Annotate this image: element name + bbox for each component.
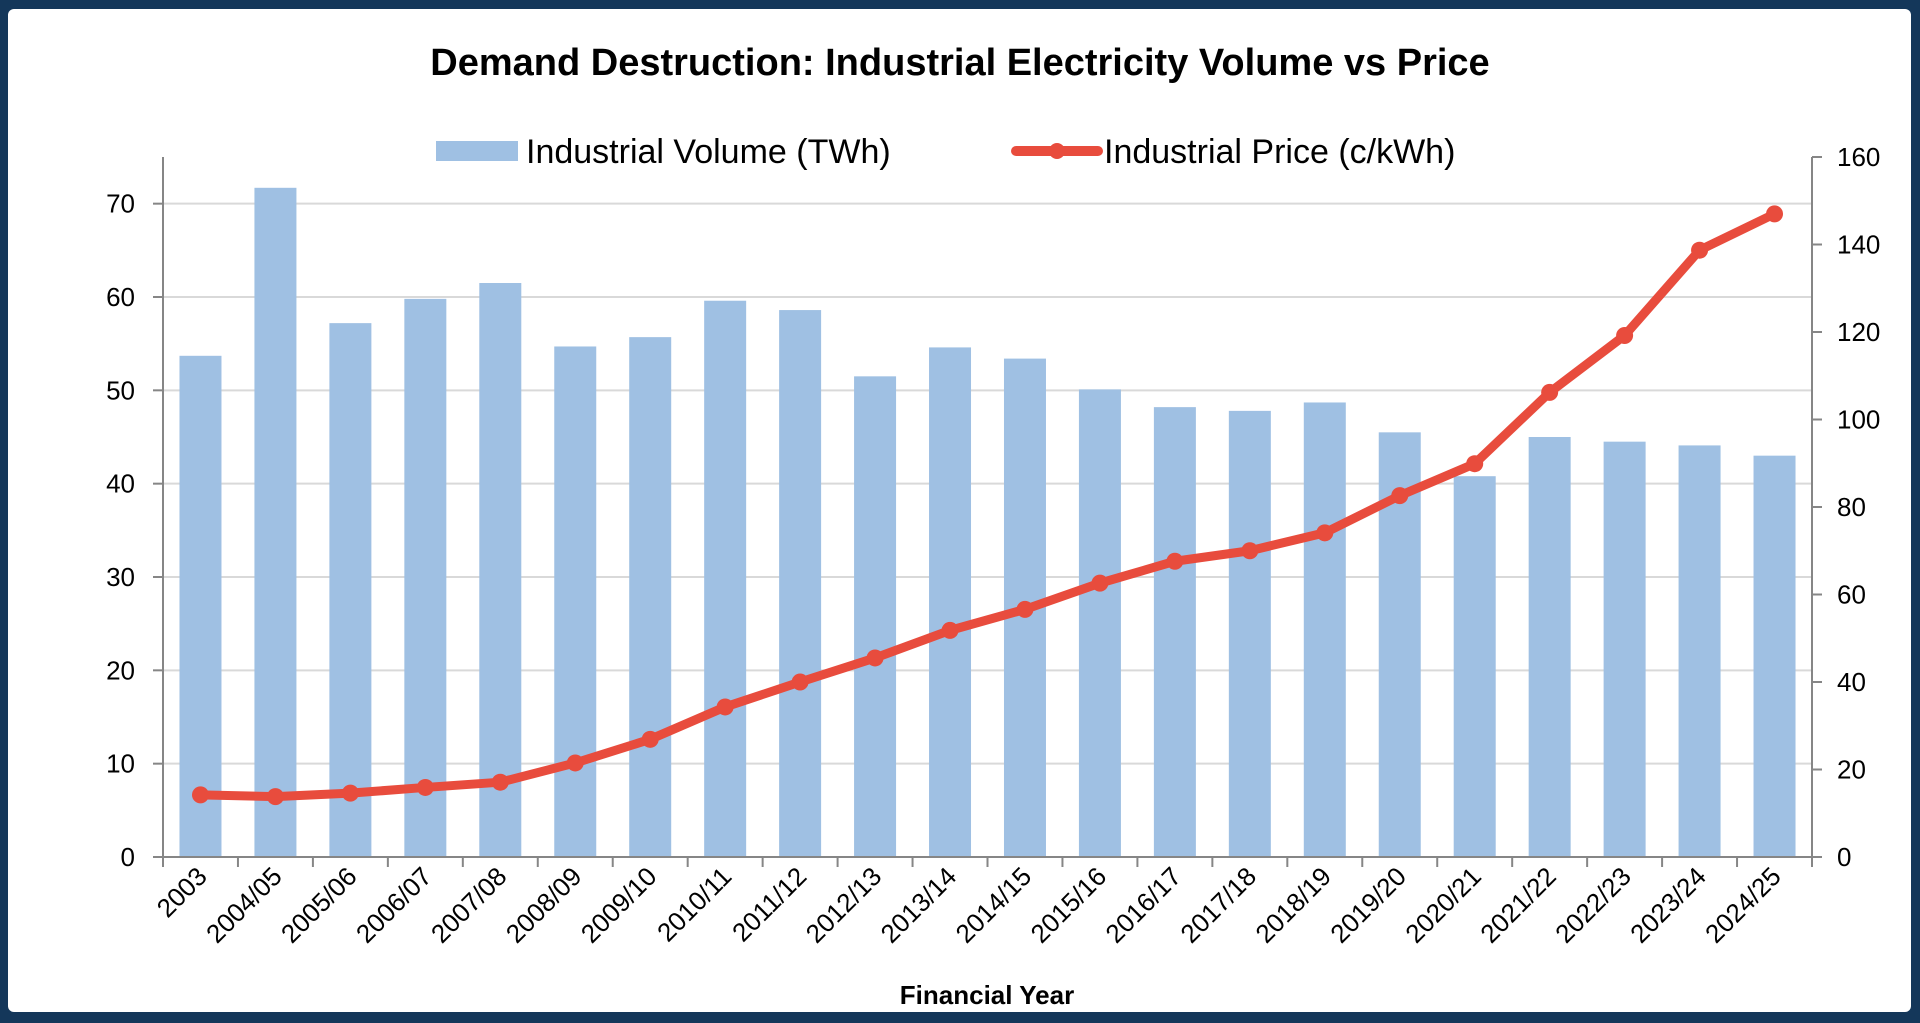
x-tick-label: 2018/19 [1249, 861, 1337, 949]
left-tick-label: 10 [106, 749, 135, 779]
bar-2021-22 [1528, 437, 1571, 857]
x-axis-title: Financial Year [900, 980, 1074, 1010]
price-point-2010-11 [716, 698, 734, 716]
bar-2005-06 [329, 323, 372, 858]
x-tick-label: 2011/12 [726, 861, 812, 947]
price-point-2003 [191, 786, 209, 804]
x-tick-label: 2010/11 [651, 861, 737, 947]
bar-2015-16 [1078, 389, 1121, 857]
bar-2020-21 [1453, 476, 1496, 857]
x-tick-label: 2019/20 [1324, 861, 1412, 949]
chart-frame: Demand Destruction: Industrial Electrici… [8, 9, 1911, 1012]
right-tick-label: 60 [1837, 580, 1866, 610]
x-tick-label: 2003 [151, 861, 213, 923]
x-tick-label: 2013/14 [875, 861, 963, 949]
price-point-2009-10 [641, 730, 659, 748]
legend-label-price: Industrial Price (c/kWh) [1104, 133, 1455, 171]
price-point-2008-09 [566, 754, 584, 772]
price-point-2015-16 [1091, 574, 1109, 592]
price-line-path [195, 209, 1780, 802]
bar-2003 [179, 355, 222, 857]
legend-label-volume: Industrial Volume (TWh) [526, 133, 891, 171]
x-tick-label: 2009/10 [575, 861, 663, 949]
price-point-2016-17 [1166, 552, 1184, 570]
x-tick-label: 2022/23 [1549, 861, 1637, 949]
price-point-2019-20 [1391, 487, 1409, 505]
right-tick-label: 120 [1837, 317, 1880, 347]
price-point-2011-12 [791, 673, 809, 691]
legend-swatch-volume [436, 141, 518, 161]
bar-2017-18 [1228, 410, 1271, 857]
x-tick-label: 2024/25 [1699, 861, 1787, 949]
price-point-2013-14 [941, 621, 959, 639]
left-tick-label: 50 [106, 375, 135, 405]
bar-2007-08 [479, 283, 522, 857]
x-tick-label: 2023/24 [1624, 861, 1712, 949]
x-tick-label: 2016/17 [1099, 861, 1187, 949]
left-tick-label: 0 [121, 842, 135, 872]
legend-swatch-price-marker [1049, 143, 1065, 159]
x-tick-label: 2020/21 [1399, 861, 1487, 949]
left-tick-label: 20 [106, 655, 135, 685]
bar-2024-25 [1753, 455, 1796, 857]
x-tick-label: 2012/13 [800, 861, 888, 949]
bar-2009-10 [629, 337, 672, 858]
price-point-2017-18 [1241, 542, 1259, 560]
x-tick-label: 2007/08 [425, 861, 513, 949]
right-tick-label: 40 [1837, 667, 1866, 697]
x-tick-label: 2015/16 [1025, 861, 1113, 949]
price-point-2014-15 [1016, 600, 1034, 618]
right-tick-label: 140 [1837, 230, 1880, 260]
price-point-2022-23 [1616, 327, 1634, 344]
bar-2011-12 [779, 310, 822, 858]
price-point-2004-05 [266, 788, 284, 806]
price-point-2018-19 [1316, 524, 1334, 542]
left-tick-label: 40 [106, 469, 135, 499]
x-axis-ticks: 20032004/052005/062006/072007/082008/092… [151, 857, 1813, 949]
x-tick-label: 2017/18 [1174, 861, 1262, 949]
bar-2006-07 [404, 298, 447, 857]
bar-2013-14 [929, 347, 972, 857]
right-tick-label: 20 [1837, 755, 1866, 785]
price-point-2007-08 [491, 773, 509, 791]
volume-bars [179, 187, 1796, 858]
price-point-2020-21 [1466, 455, 1484, 473]
bar-2018-19 [1303, 402, 1346, 857]
price-point-2021-22 [1541, 383, 1559, 401]
chart-title: Demand Destruction: Industrial Electrici… [430, 42, 1489, 84]
left-tick-label: 60 [106, 282, 135, 312]
bar-2023-24 [1678, 445, 1721, 857]
bar-2004-05 [254, 187, 297, 858]
chart-svg: Demand Destruction: Industrial Electrici… [106, 42, 1880, 1010]
x-tick-label: 2005/06 [275, 861, 363, 949]
price-point-2005-06 [341, 784, 359, 802]
right-axis-ticks: 0 20 40 60 80 100 120 140 160 [1812, 142, 1880, 872]
x-tick-label: 2014/15 [950, 861, 1038, 949]
right-tick-label: 160 [1837, 142, 1880, 172]
price-line [191, 205, 1784, 806]
bar-2022-23 [1603, 441, 1646, 857]
left-tick-label: 30 [106, 562, 135, 592]
x-tick-label: 2008/09 [500, 861, 588, 949]
bar-2010-11 [704, 300, 747, 857]
price-point-2006-07 [416, 778, 434, 796]
bar-2016-17 [1153, 407, 1196, 857]
x-tick-label: 2004/05 [200, 861, 288, 949]
right-tick-label: 80 [1837, 492, 1866, 522]
x-tick-label: 2006/07 [350, 861, 438, 949]
right-tick-label: 0 [1837, 842, 1851, 872]
price-point-2023-24 [1691, 241, 1709, 259]
right-tick-label: 100 [1837, 405, 1880, 435]
left-axis-ticks: 0 10 20 30 40 50 60 70 [106, 189, 163, 872]
bar-2008-09 [554, 346, 597, 857]
x-tick-label: 2021/22 [1474, 861, 1562, 949]
legend: Industrial Volume (TWh) Industrial Price… [436, 133, 1455, 171]
bar-2012-13 [854, 376, 897, 857]
left-tick-label: 70 [106, 189, 135, 219]
price-point-2012-13 [866, 649, 884, 667]
price-point-2024-25 [1766, 205, 1784, 223]
